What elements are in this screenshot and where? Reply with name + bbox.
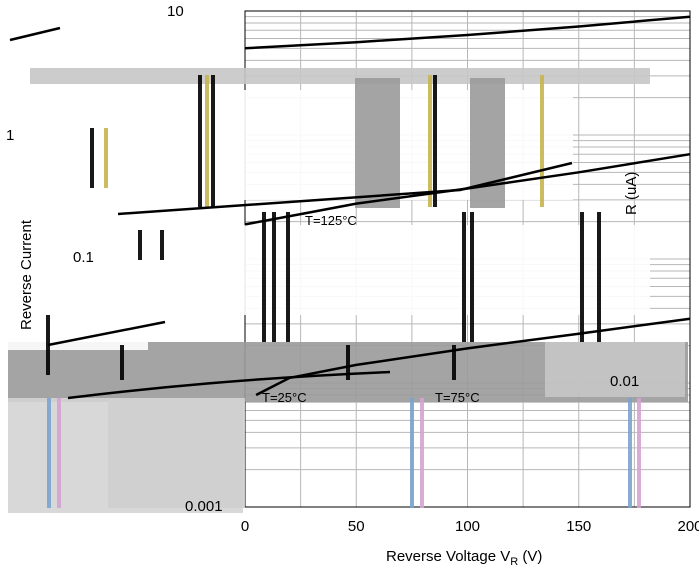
- x-axis-title: Reverse Voltage VR (V): [386, 548, 542, 568]
- artifact-stripe: [205, 75, 209, 207]
- y-tick-label: 0.001: [185, 498, 223, 515]
- artifact-block: [30, 68, 650, 84]
- artifact-stripe: [262, 212, 266, 342]
- artifact-stripe: [597, 212, 601, 342]
- artifact-block: [545, 342, 685, 397]
- x-tick-label: 150: [566, 518, 591, 535]
- rendering-artifacts: [8, 26, 688, 513]
- artifact-block: [8, 320, 148, 350]
- x-tick-label: 50: [348, 518, 365, 535]
- artifact-stripe: [628, 398, 632, 508]
- x-tick-label: 100: [455, 518, 480, 535]
- annotation-t25: T=25°C: [262, 390, 307, 405]
- y-tick-label: 10: [167, 3, 184, 20]
- artifact-stripe: [580, 212, 584, 342]
- artifact-stripe: [198, 75, 202, 207]
- series-line-1: [244, 152, 691, 226]
- x-tick-label: 200: [677, 518, 699, 535]
- artifact-stripe: [420, 398, 424, 508]
- artifact-stripe: [433, 75, 437, 207]
- artifact-stripe: [272, 212, 276, 342]
- artifact-curve: [47, 320, 166, 347]
- y-tick-label: 0.1: [73, 249, 94, 266]
- artifact-stripe: [57, 398, 61, 508]
- artifact-stripe: [346, 345, 350, 380]
- artifact-stripe: [452, 345, 456, 380]
- annotation-t125: T=125°C: [305, 213, 357, 228]
- artifact-stripe: [286, 212, 290, 342]
- series-layer: [244, 15, 691, 397]
- tick-layer: 10 1 0.1 0.01 0.001 0 50 100 150 200: [6, 3, 699, 535]
- series-line-2: [244, 15, 691, 50]
- artifact-block: [110, 225, 650, 315]
- artifact-stripe: [462, 212, 466, 342]
- x-tick-label: 0: [241, 518, 249, 535]
- y-tick-label: 1: [6, 127, 14, 144]
- artifact-curve: [67, 370, 391, 400]
- artifact-stripe: [428, 75, 432, 207]
- artifact-stripe: [104, 128, 108, 188]
- artifact-stripe: [90, 128, 94, 188]
- artifact-stripe: [637, 398, 641, 508]
- annotation-t75: T=75°C: [435, 390, 480, 405]
- y-axis-title: Reverse Current: [18, 219, 35, 330]
- artifact-stripe: [540, 75, 544, 207]
- artifact-stripe: [211, 75, 215, 207]
- artifact-stripe: [47, 398, 51, 508]
- y-tick-label: 0.01: [610, 373, 639, 390]
- artifact-stripe: [120, 345, 124, 380]
- artifact-block: [108, 398, 245, 508]
- artifact-stripe: [138, 230, 142, 260]
- artifact-stripe: [470, 212, 474, 342]
- series-line-0: [255, 317, 691, 397]
- artifact-block: [355, 78, 400, 208]
- y-axis-title-secondary: R (uA): [623, 172, 640, 215]
- artifact-curve: [9, 26, 61, 42]
- artifact-stripe: [410, 398, 414, 508]
- artifact-stripe: [160, 230, 164, 260]
